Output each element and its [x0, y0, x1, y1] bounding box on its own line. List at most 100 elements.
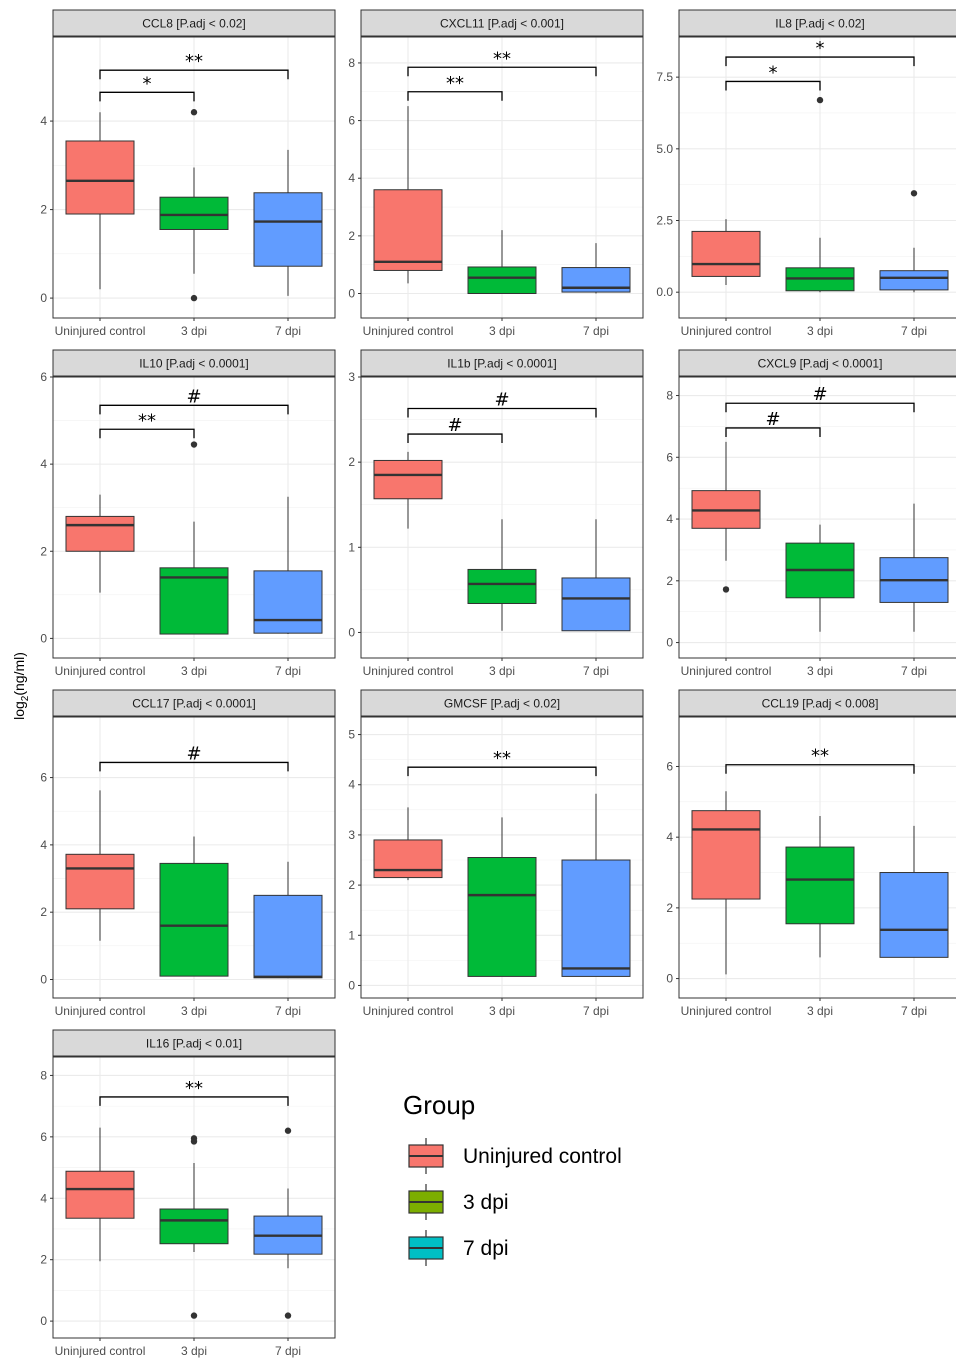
- significance-bracket: **: [407, 748, 597, 777]
- box-2: [253, 149, 323, 296]
- significance-bracket: *: [725, 62, 821, 91]
- box-iqr: [561, 577, 631, 632]
- box-0: [65, 112, 135, 290]
- y-tick-label: 2: [348, 229, 355, 243]
- box-iqr: [467, 568, 537, 605]
- outlier-point: [722, 586, 730, 593]
- y-tick-label: 0.0: [656, 285, 673, 299]
- x-tick-label: Uninjured control: [55, 1344, 146, 1358]
- panel-title: CCL19 [P.adj < 0.008]: [762, 697, 879, 711]
- x-tick-label: 3 dpi: [489, 1004, 515, 1018]
- panel-strip: [52, 689, 336, 717]
- legend-title: Group: [403, 1090, 475, 1120]
- significance-label: **: [493, 48, 511, 69]
- x-tick-label: 7 dpi: [583, 664, 609, 678]
- y-tick-label: 1: [348, 540, 355, 554]
- legend-label: 7 dpi: [463, 1237, 509, 1260]
- bracket-line: [725, 402, 915, 413]
- x-tick-label: 3 dpi: [181, 664, 207, 678]
- bracket-line: [407, 433, 503, 444]
- x-tick-label: Uninjured control: [55, 664, 146, 678]
- bracket-line: [99, 428, 195, 439]
- bracket-line: [725, 427, 821, 437]
- box-iqr: [65, 140, 135, 215]
- panel-3: IL10 [P.adj < 0.0001] 0 2 4 6 ** # Uninjured co…: [40, 349, 336, 678]
- box-0: [373, 106, 443, 284]
- panel-strip: [360, 349, 644, 377]
- box-iqr: [691, 230, 761, 277]
- y-tick-label: 4: [348, 171, 355, 185]
- box-2: [879, 190, 949, 293]
- x-tick-label: 3 dpi: [807, 1004, 833, 1018]
- significance-bracket: #: [407, 415, 503, 444]
- bracket-line: [407, 766, 597, 777]
- significance-label: **: [185, 51, 203, 72]
- box-0: [65, 790, 135, 941]
- significance-label: *: [143, 73, 152, 94]
- panel-title: IL1b [P.adj < 0.0001]: [447, 357, 557, 371]
- y-tick-label: 2: [40, 1253, 47, 1267]
- panel-strip: [52, 9, 336, 37]
- box-1: [159, 836, 229, 977]
- bracket-line: [725, 764, 915, 774]
- panel-6: CCL17 [P.adj < 0.0001] 0 2 4 6 # Uninjured con…: [40, 689, 336, 1018]
- box-1: [785, 815, 855, 958]
- y-tick-label: 4: [40, 838, 47, 852]
- box-iqr: [65, 1170, 135, 1219]
- y-tick-label: 2: [666, 901, 673, 915]
- x-tick-label: Uninjured control: [363, 324, 454, 338]
- y-tick-label: 4: [40, 1191, 47, 1205]
- x-tick-label: 7 dpi: [275, 664, 301, 678]
- y-tick-label: 0: [40, 972, 47, 986]
- y-tick-label: 0: [666, 636, 673, 650]
- significance-bracket: **: [407, 48, 597, 77]
- outlier-point: [190, 294, 198, 302]
- bracket-line: [407, 66, 597, 77]
- panel-title: IL8 [P.adj < 0.02]: [775, 17, 865, 31]
- box-iqr: [373, 459, 443, 500]
- box-iqr: [879, 872, 949, 958]
- panel-strip: [360, 689, 644, 717]
- significance-label: **: [138, 410, 156, 431]
- box-iqr: [561, 859, 631, 977]
- x-tick-label: 3 dpi: [181, 1004, 207, 1018]
- box-iqr: [159, 862, 229, 977]
- y-tick-label: 2.5: [656, 214, 673, 228]
- y-tick-label: 6: [40, 1130, 47, 1144]
- box-2: [879, 503, 949, 632]
- y-tick-label: 6: [40, 771, 47, 785]
- panel-strip: [678, 349, 956, 377]
- y-tick-label: 0: [348, 978, 355, 992]
- significance-label: **: [493, 748, 511, 769]
- significance-label: #: [186, 743, 201, 764]
- y-tick-label: 6: [666, 450, 673, 464]
- box-iqr: [253, 570, 323, 634]
- legend-item: Uninjured control: [408, 1138, 622, 1174]
- significance-label: #: [186, 386, 201, 407]
- significance-label: #: [765, 409, 780, 430]
- box-1: [467, 230, 537, 295]
- box-iqr: [879, 270, 949, 291]
- significance-bracket: #: [99, 743, 289, 772]
- outlier-point: [284, 1127, 292, 1134]
- outlier-point: [190, 1312, 198, 1319]
- bracket-line: [407, 407, 597, 418]
- panel-8: CCL19 [P.adj < 0.008] 0 2 4 6 ** Uninjured con…: [666, 689, 956, 1018]
- box-iqr: [467, 266, 537, 295]
- significance-label: #: [812, 384, 827, 405]
- box-1: [785, 524, 855, 632]
- y-tick-label: 6: [348, 114, 355, 128]
- y-tick-label: 4: [40, 114, 47, 128]
- y-tick-label: 0: [40, 1314, 47, 1328]
- x-tick-label: 3 dpi: [489, 324, 515, 338]
- box-0: [65, 1127, 135, 1262]
- y-tick-label: 2: [666, 574, 673, 588]
- box-2: [561, 793, 631, 977]
- outlier-point: [910, 190, 918, 197]
- x-tick-label: 3 dpi: [181, 1344, 207, 1358]
- x-tick-label: 7 dpi: [901, 324, 927, 338]
- panel-title: IL10 [P.adj < 0.0001]: [139, 357, 249, 371]
- y-tick-label: 8: [666, 389, 673, 403]
- y-tick-label: 5.0: [656, 142, 673, 156]
- box-0: [691, 441, 761, 593]
